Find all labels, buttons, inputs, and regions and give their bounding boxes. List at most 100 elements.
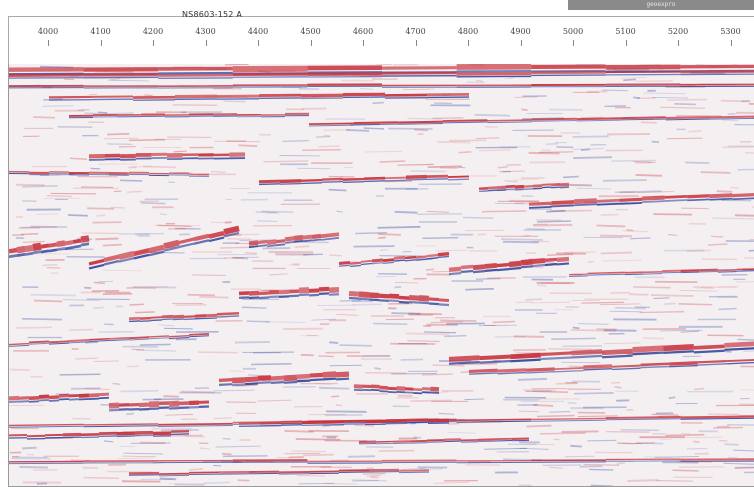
reflector-positive (520, 258, 534, 266)
noise-streak (545, 142, 559, 146)
noise-streak (400, 358, 423, 361)
reflector-negative (360, 262, 373, 266)
noise-streak (226, 238, 252, 240)
noise-streak (19, 465, 48, 469)
noise-streak (96, 214, 106, 217)
noise-streak (561, 430, 599, 433)
reflector-negative (368, 298, 380, 302)
reflector-positive (78, 393, 90, 398)
reflector-positive (669, 361, 698, 366)
noise-streak (539, 151, 574, 154)
noise-streak (744, 152, 754, 154)
noise-streak (83, 476, 119, 480)
noise-streak (549, 411, 571, 413)
reflector-positive (724, 341, 754, 348)
reflector-positive (68, 394, 80, 398)
noise-streak (688, 130, 702, 133)
reflector-negative (448, 361, 480, 365)
reflector-negative (338, 264, 351, 267)
seismic-section (8, 64, 754, 487)
noise-streak (748, 238, 754, 241)
reflector-negative (248, 296, 260, 300)
noise-streak (609, 310, 642, 313)
noise-streak (323, 134, 330, 137)
reflector-negative (526, 371, 555, 374)
noise-streak (723, 462, 754, 465)
reflector-negative (72, 244, 82, 249)
reflector-negative (18, 400, 30, 403)
noise-streak (246, 320, 270, 323)
reflector-negative (58, 398, 70, 401)
reflector-positive (257, 375, 272, 381)
reflector-positive (183, 315, 196, 318)
reflector-positive (293, 234, 304, 241)
reflector-positive (568, 273, 588, 276)
reflector-positive (596, 198, 620, 203)
noise-streak (567, 401, 577, 405)
reflector-positive (559, 182, 570, 187)
reflector-negative (163, 246, 180, 252)
noise-streak (569, 184, 592, 187)
reflector-negative (544, 262, 558, 267)
reflector-positive (710, 115, 754, 119)
noise-streak (199, 295, 229, 299)
noise-streak (614, 306, 646, 310)
noise-streak (407, 340, 440, 342)
noise-streak (730, 64, 738, 66)
reflector-negative (382, 261, 395, 265)
reflector-negative (309, 378, 324, 382)
noise-streak (335, 404, 343, 407)
noise-streak (329, 364, 362, 367)
noise-streak (724, 443, 739, 446)
reflector-positive (216, 312, 229, 316)
noise-streak (685, 161, 710, 164)
reflector-negative (487, 121, 533, 124)
noise-streak (635, 442, 655, 445)
noise-streak (324, 482, 358, 485)
noise-streak (668, 396, 676, 400)
reflector-positive (736, 268, 754, 271)
reflector-positive (496, 262, 510, 268)
reflector-positive (487, 119, 533, 122)
reflector-negative (576, 119, 622, 122)
noise-streak (572, 148, 604, 150)
reflector-positive (496, 185, 507, 190)
trace-label: 5100 (615, 27, 636, 36)
noise-streak (570, 444, 582, 448)
reflector-positive (661, 269, 681, 273)
trace-tick (625, 40, 627, 46)
trace-tick (100, 40, 102, 46)
noise-streak (103, 269, 143, 272)
reflector-negative (472, 270, 486, 274)
reflector-positive (48, 340, 70, 344)
noise-streak (130, 442, 171, 444)
reflector-negative (736, 270, 754, 272)
noise-streak (34, 299, 63, 303)
trace-label: 4800 (457, 27, 479, 36)
reflector-positive (378, 293, 390, 299)
noise-streak (108, 79, 149, 82)
reflector-negative (283, 380, 298, 384)
noise-streak (433, 481, 470, 484)
reflector-negative (556, 262, 570, 266)
noise-streak (562, 175, 579, 179)
reflector-positive (308, 288, 320, 293)
reflector-negative (308, 124, 354, 127)
reflector-positive (540, 351, 572, 357)
reflector-negative (311, 238, 322, 242)
noise-streak (377, 225, 421, 229)
noise-streak (366, 474, 382, 477)
reflector-negative (80, 242, 90, 247)
noise-streak (484, 447, 528, 450)
reflector-negative (329, 236, 340, 240)
noise-streak (533, 404, 554, 407)
noise-streak (476, 137, 500, 139)
noise-streak (15, 326, 53, 329)
noise-streak (104, 440, 114, 443)
trace-label: 4200 (142, 27, 164, 36)
noise-streak (262, 288, 294, 292)
reflector-negative (574, 203, 597, 207)
noise-streak (336, 210, 343, 213)
reflector-negative (308, 293, 320, 297)
noise-streak (556, 252, 586, 255)
